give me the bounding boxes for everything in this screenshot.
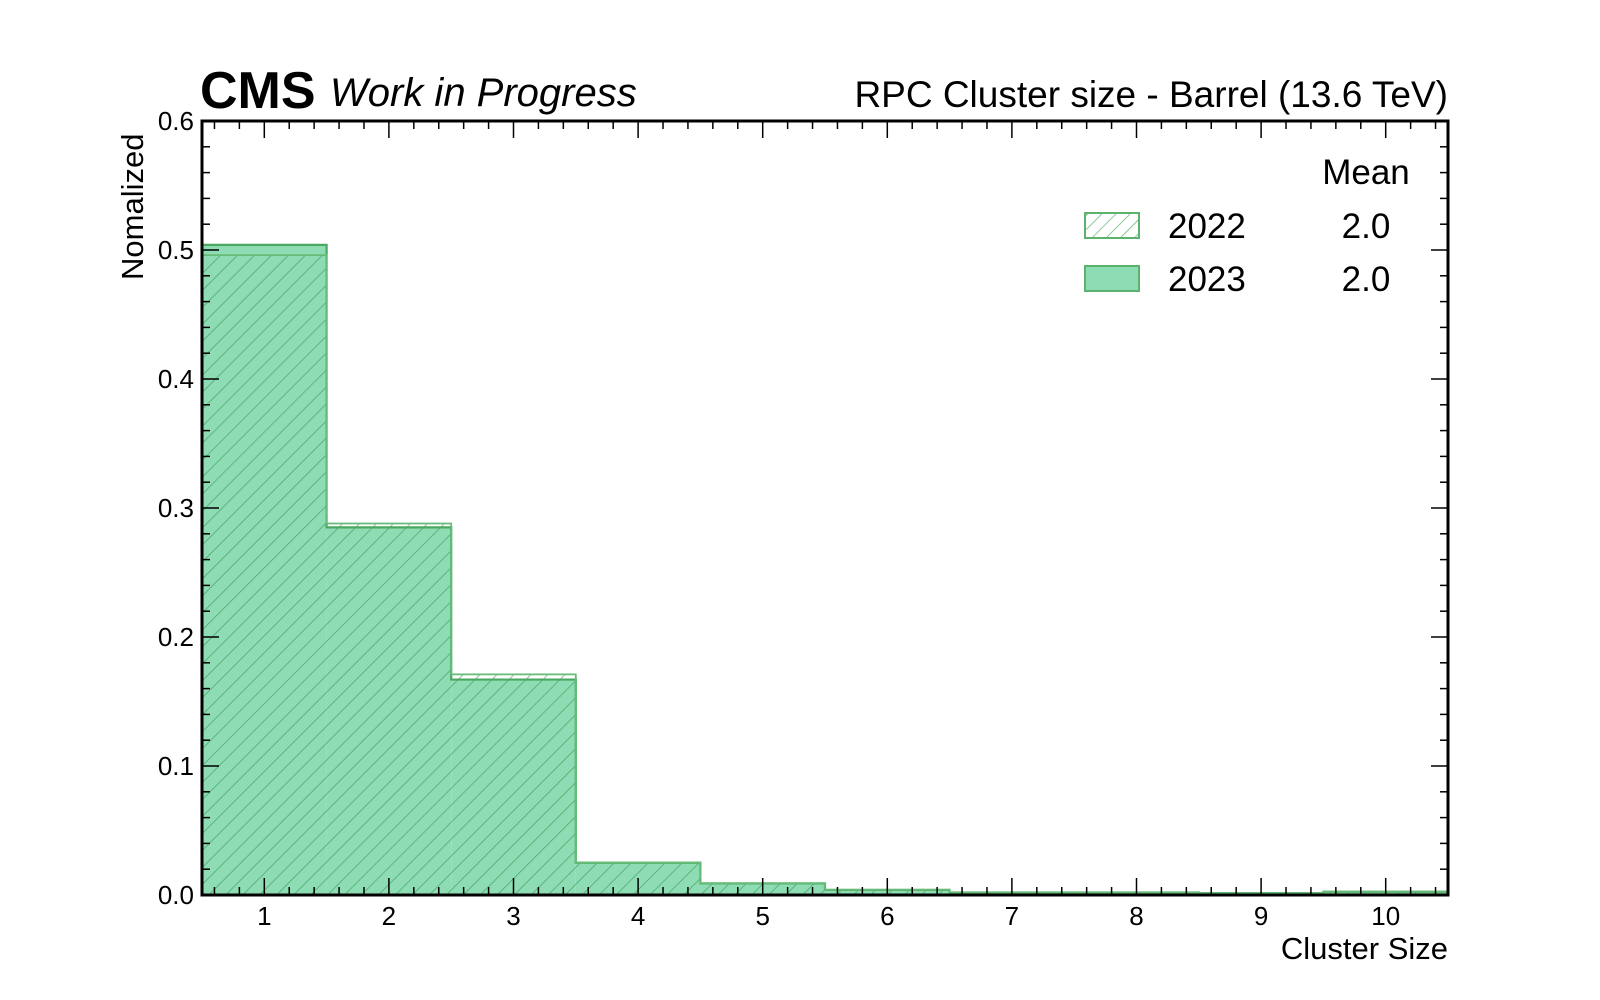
x-axis-title: Cluster Size — [1281, 931, 1448, 966]
x-tick-label: 7 — [1005, 901, 1019, 931]
x-tick-label: 5 — [755, 901, 769, 931]
legend-swatch-2023 — [1084, 265, 1140, 292]
bar-2022-1 — [202, 255, 327, 895]
plot-area: 1 2 3 4 5 6 7 8 9 10 0.0 0.1 0.2 0.3 0.4 0.5 0.6 — [158, 106, 1450, 931]
legend: Mean 2022 2.0 2023 2.0 — [1084, 153, 1410, 299]
y-tick-label: 0.0 — [158, 880, 194, 910]
series-2022-outline — [201, 254, 1449, 895]
legend-header: Mean — [1322, 153, 1410, 192]
x-tick-label: 9 — [1254, 901, 1268, 931]
status-label: Work in Progress — [330, 71, 637, 115]
legend-label-2022: 2022 — [1168, 207, 1246, 246]
y-tick-label: 0.2 — [158, 622, 194, 652]
x-tick-label: 1 — [257, 901, 271, 931]
x-tick-label: 6 — [880, 901, 894, 931]
legend-mean-2022: 2.0 — [1342, 207, 1391, 246]
x-tick-label: 8 — [1129, 901, 1143, 931]
experiment-label: CMS — [200, 62, 316, 120]
y-axis-title: Nomalized — [115, 134, 150, 280]
bar-2022-2 — [326, 523, 452, 895]
chart-title: RPC Cluster size - Barrel (13.6 TeV) — [854, 74, 1448, 115]
y-tick-label: 0.4 — [158, 364, 194, 394]
y-tick-label: 0.3 — [158, 493, 194, 523]
legend-mean-2023: 2.0 — [1342, 260, 1391, 299]
bar-2022-3 — [451, 674, 576, 895]
legend-swatch-2022 — [1084, 212, 1140, 239]
legend-label-2023: 2023 — [1168, 260, 1246, 299]
x-tick-label: 4 — [631, 901, 645, 931]
y-tick-label: 0.5 — [158, 235, 194, 265]
y-tick-label: 0.1 — [158, 751, 194, 781]
x-tick-label: 3 — [506, 901, 520, 931]
x-tick-label: 10 — [1371, 901, 1400, 931]
y-tick-label: 0.6 — [158, 106, 194, 136]
x-tick-label: 2 — [382, 901, 396, 931]
